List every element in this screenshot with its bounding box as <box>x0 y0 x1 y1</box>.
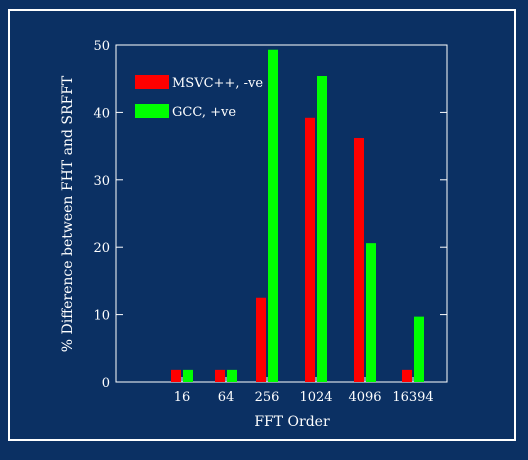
y-axis-label: % Difference between FHT and SRFFT <box>60 75 76 352</box>
x-tick-label-16: 16 <box>174 390 191 405</box>
legend-label-gcc: GCC, +ve <box>172 105 236 120</box>
y-tick-label: 10 <box>93 309 110 324</box>
bar-gcc-16 <box>183 369 193 382</box>
x-tick-label-16394: 16394 <box>392 390 433 405</box>
y-tick-label: 50 <box>93 39 110 54</box>
chart-frame <box>8 9 516 441</box>
x-tick-label-1024: 1024 <box>299 390 332 405</box>
x-axis: 16 64 256 1024 4096 16394 <box>174 377 434 405</box>
y-tick-label: 0 <box>102 376 110 391</box>
legend-swatch-gcc <box>135 104 169 118</box>
bar-msvc-4096 <box>354 138 364 382</box>
bar-msvc-1024 <box>305 117 315 383</box>
x-tick-label-64: 64 <box>218 390 235 405</box>
bar-gcc-1024 <box>317 76 327 382</box>
x-tick-label-4096: 4096 <box>348 390 381 405</box>
bar-gcc-256 <box>268 49 278 383</box>
bar-msvc-16394 <box>402 369 412 382</box>
bar-gcc-4096 <box>366 243 376 382</box>
bar-gcc-16394 <box>414 316 424 382</box>
plot-area-border <box>115 44 448 383</box>
y-tick-label: 30 <box>93 174 110 189</box>
bar-msvc-16 <box>171 369 181 382</box>
x-axis-label: FFT Order <box>254 414 330 430</box>
legend: MSVC++, -ve GCC, +ve <box>135 75 263 120</box>
legend-swatch-msvc <box>135 75 169 89</box>
legend-label-msvc: MSVC++, -ve <box>172 76 263 91</box>
y-tick-label: 40 <box>93 106 110 121</box>
y-tick-label: 20 <box>93 241 110 256</box>
bar-gcc-64 <box>227 369 237 382</box>
bar-msvc-256 <box>256 297 266 382</box>
y-axis: 0 10 20 30 40 50 <box>93 39 447 391</box>
bars <box>171 49 424 383</box>
x-tick-label-256: 256 <box>255 390 280 405</box>
bar-msvc-64 <box>215 369 225 382</box>
